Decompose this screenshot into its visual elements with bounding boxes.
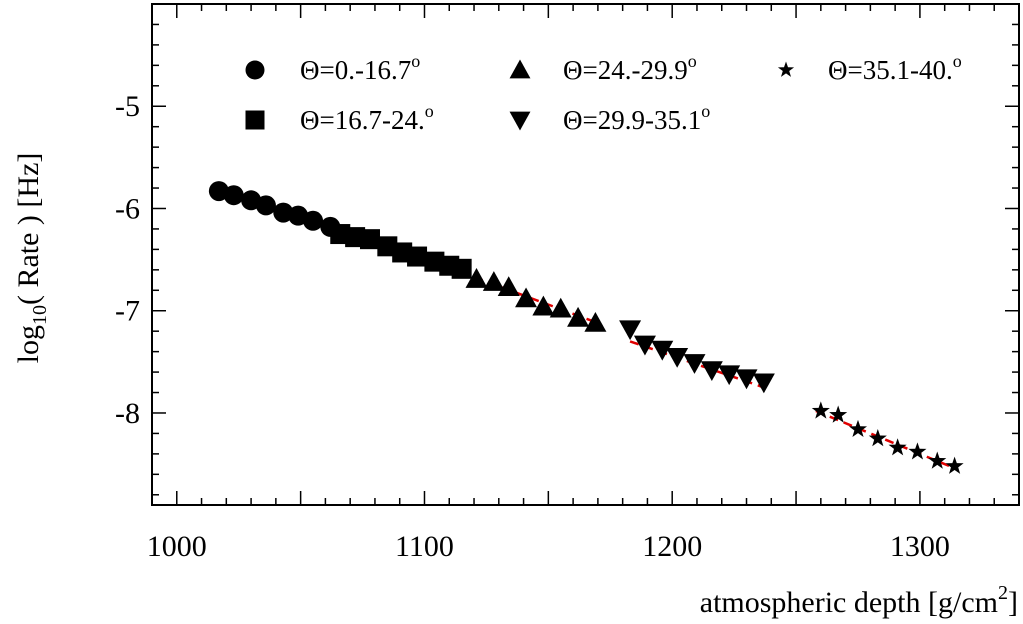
data-point-triangle-up — [515, 287, 538, 308]
legend-label-text: Θ=29.9-35.1 — [563, 105, 701, 135]
legend-label: Θ=24.-29.9o — [563, 51, 697, 85]
x-axis-title: atmospheric depth [g/cm2] — [700, 582, 1018, 619]
data-point-star — [829, 405, 848, 423]
x-tick-label: 1000 — [147, 530, 207, 563]
legend-marker-triangle-up — [509, 59, 531, 79]
data-point-triangle-up — [497, 276, 520, 297]
legend-marker-square — [245, 110, 265, 130]
x-tick-label: 1200 — [642, 530, 702, 563]
data-markers — [208, 181, 964, 474]
data-point-triangle-up — [465, 268, 488, 288]
legend-marker-circle — [245, 60, 265, 80]
legend-label-text: Θ=35.1-40. — [828, 55, 953, 85]
plot-frame — [151, 3, 1020, 506]
legend-label-superscript: o — [411, 51, 420, 71]
data-point-star — [848, 419, 868, 438]
y-axis-title-log: log — [12, 325, 45, 363]
data-point-triangle-down — [619, 320, 642, 341]
data-point-triangle-down — [651, 340, 674, 361]
data-point-triangle-up — [584, 312, 607, 332]
y-tick-label: -7 — [115, 295, 140, 328]
legend-label-superscript: o — [953, 51, 962, 71]
data-point-square — [407, 246, 428, 267]
data-point-triangle-down — [683, 354, 706, 374]
legend-label: Θ=16.7-24.o — [300, 101, 434, 135]
data-point-star — [928, 451, 947, 469]
legend-label-text: Θ=24.-29.9 — [563, 55, 688, 85]
axis-ticks: 1000 1100 1200 1300 -5 -6 -7 -8 — [115, 3, 1020, 563]
data-point-triangle-down — [666, 347, 689, 368]
legend-marker-star — [777, 61, 795, 77]
data-point-circle — [223, 185, 244, 206]
data-point-square — [359, 229, 380, 250]
x-tick-label: 1100 — [395, 530, 454, 563]
legend-label-text: Θ=0.-16.7 — [300, 55, 411, 85]
data-point-star — [945, 456, 964, 474]
legend-label: Θ=0.-16.7o — [300, 51, 420, 85]
data-point-triangle-up — [532, 295, 555, 316]
legend-marker-triangle-down — [509, 111, 531, 131]
data-point-triangle-down — [752, 373, 775, 394]
data-point-circle — [255, 195, 276, 216]
data-point-triangle-down — [633, 335, 656, 356]
data-point-circle — [303, 210, 324, 231]
x-axis-title-superscript: 2 — [998, 582, 1008, 604]
y-axis-title-rest: ( Rate ) [Hz] — [12, 153, 45, 305]
data-point-triangle-down — [735, 369, 758, 390]
legend-label: Θ=29.9-35.1o — [563, 101, 710, 135]
x-axis-title-main: atmospheric depth [g/cm — [700, 586, 998, 619]
legend-label-superscript: o — [425, 101, 434, 121]
data-point-triangle-up — [567, 306, 590, 327]
data-point-circle — [273, 202, 294, 223]
legend: Θ=0.-16.7oΘ=16.7-24.oΘ=24.-29.9oΘ=29.9-3… — [245, 51, 962, 135]
data-point-star — [811, 401, 830, 419]
data-point-square — [451, 258, 472, 279]
data-point-triangle-down — [718, 365, 741, 386]
data-point-triangle-up — [482, 271, 505, 291]
fit-line — [629, 340, 765, 389]
legend-label-superscript: o — [701, 101, 710, 121]
data-point-star — [868, 429, 887, 447]
legend-label-superscript: o — [688, 51, 697, 71]
y-tick-label: -8 — [115, 397, 140, 430]
y-tick-label: -5 — [115, 90, 140, 123]
y-tick-label: -6 — [115, 192, 140, 225]
x-axis-title-end: ] — [1008, 586, 1018, 619]
data-point-star — [888, 438, 907, 456]
data-point-star — [908, 442, 927, 460]
legend-label-text: Θ=16.7-24. — [300, 105, 425, 135]
data-point-triangle-up — [549, 297, 572, 318]
x-tick-label: 1300 — [890, 530, 950, 563]
data-point-triangle-down — [700, 361, 723, 382]
legend-label: Θ=35.1-40.o — [828, 51, 962, 85]
y-axis-title-subscript: 10 — [29, 305, 51, 325]
y-axis-title: log10( Rate ) [Hz] — [12, 153, 51, 364]
